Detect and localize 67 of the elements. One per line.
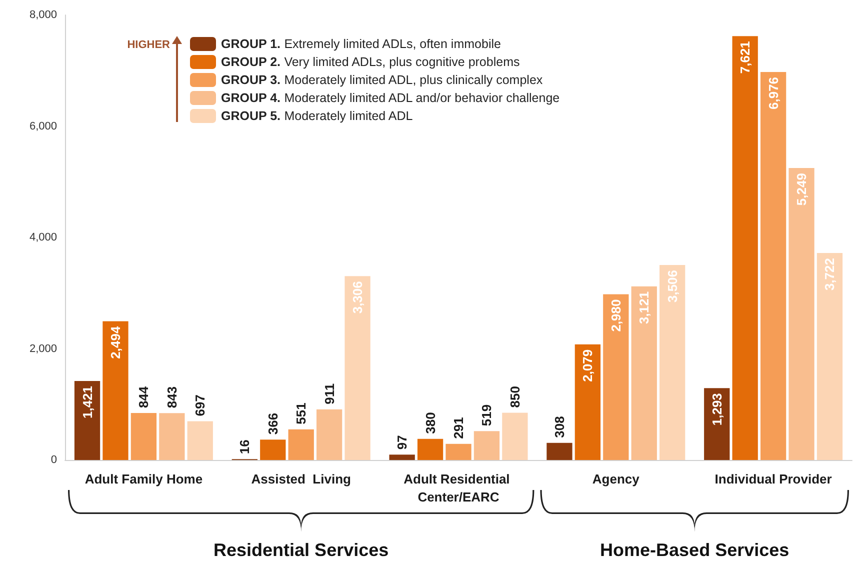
legend-label: GROUP 3. Moderately limited ADL, plus clinically complex xyxy=(221,73,544,87)
bar xyxy=(660,264,686,460)
legend-label: GROUP 1. Extremely limited ADLs, often immobile xyxy=(221,37,501,51)
data-label: 308 xyxy=(552,416,567,438)
bar xyxy=(446,444,472,460)
bar xyxy=(130,413,157,460)
data-label: 97 xyxy=(394,435,410,450)
y-tick-label: 2,000 xyxy=(29,342,57,355)
x-tick-label: Agency xyxy=(592,472,640,486)
bar xyxy=(74,380,100,460)
text: Home-Based Services xyxy=(600,540,790,560)
bar xyxy=(704,388,730,460)
bar xyxy=(102,321,128,460)
y-tick-label: 0 xyxy=(50,454,57,466)
legend-label: GROUP 4. Moderately limited ADL and/or behavior challenge xyxy=(221,91,560,105)
data-label: 850 xyxy=(507,386,522,408)
bar xyxy=(260,440,286,460)
data-label: 16 xyxy=(237,440,252,454)
bar xyxy=(788,168,814,460)
data-label: 2,079 xyxy=(580,349,596,382)
bar xyxy=(159,413,185,460)
data-label: 3,306 xyxy=(350,281,366,314)
bar xyxy=(546,442,572,460)
data-label: 3,722 xyxy=(822,258,838,291)
bar xyxy=(574,344,601,460)
data-label: 6,976 xyxy=(766,76,781,110)
legend-label: GROUP 2. Very limited ADLs, plus cognitive problems xyxy=(221,55,520,69)
x-tick-label: Adult Residential Center/EARC xyxy=(404,472,514,504)
data-label: 291 xyxy=(451,417,466,439)
annotation: HIGHER xyxy=(127,39,170,51)
text: Residential Services xyxy=(214,540,389,560)
data-label: 5,249 xyxy=(794,173,810,206)
data-label: 7,621 xyxy=(738,41,753,74)
data-label: 366 xyxy=(265,412,280,435)
bar xyxy=(631,286,657,460)
bar xyxy=(389,454,415,460)
data-label: 3,121 xyxy=(636,291,652,324)
bar xyxy=(288,429,314,460)
x-tick-label: Assisted Living xyxy=(251,472,351,486)
bar xyxy=(474,431,500,460)
y-tick-label: 6,000 xyxy=(29,120,57,132)
data-label: 843 xyxy=(164,386,180,408)
data-label: 911 xyxy=(322,383,337,404)
y-tick-label: 8,000 xyxy=(29,9,57,21)
data-label: 697 xyxy=(192,394,208,416)
bar xyxy=(760,72,786,460)
bar xyxy=(417,438,444,460)
bar xyxy=(603,294,629,460)
x-tick-label: Individual Provider xyxy=(714,472,832,486)
data-label: 844 xyxy=(136,386,152,408)
data-label: 519 xyxy=(479,404,494,426)
bar xyxy=(187,421,213,460)
bar xyxy=(732,36,758,460)
data-label: 2,980 xyxy=(608,299,624,332)
x-tick-label: Adult Family Home xyxy=(84,472,203,486)
data-label: 3,506 xyxy=(664,270,680,303)
bar xyxy=(316,409,342,460)
bar xyxy=(344,276,370,460)
y-tick-label: 4,000 xyxy=(29,232,57,244)
bar xyxy=(816,252,843,460)
data-label: 1,293 xyxy=(709,393,724,426)
legend-label: GROUP 5. Moderately limited ADL xyxy=(221,109,413,123)
bar xyxy=(502,412,528,460)
data-label: 2,494 xyxy=(108,326,123,359)
data-label: 551 xyxy=(294,402,309,424)
data-label: 380 xyxy=(422,412,438,434)
data-label: 1,421 xyxy=(80,386,95,419)
